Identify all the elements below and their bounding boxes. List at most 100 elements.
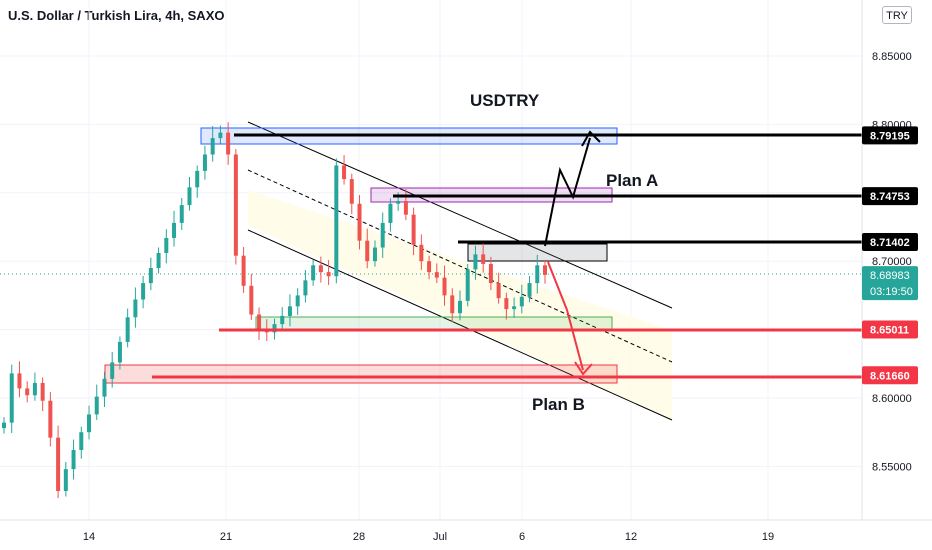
time-tick-label: 6: [519, 531, 525, 543]
candle-body: [56, 437, 61, 492]
candle-body: [17, 373, 22, 389]
symbol-title: U.S. Dollar / Turkish Lira, 4h, SAXO: [8, 8, 225, 23]
candle-body: [535, 265, 540, 284]
candle-body: [450, 295, 455, 314]
price-tick-label: 8.55000: [872, 461, 912, 473]
candle-body: [172, 222, 177, 238]
candle-body: [110, 362, 115, 379]
candle-body: [79, 432, 84, 450]
candle-body: [202, 154, 207, 171]
level-price-tag: [862, 126, 918, 145]
countdown-label: 03:19:50: [870, 286, 913, 298]
candle-body: [295, 295, 300, 307]
candle-body: [326, 272, 331, 277]
candle-body: [249, 285, 254, 315]
candle-body: [179, 205, 184, 223]
level-price-label: 8.71402: [870, 237, 910, 249]
candle-body: [164, 237, 169, 253]
candle-body: [427, 261, 432, 273]
plan-a-label: Plan A: [606, 171, 658, 190]
candle-body: [388, 203, 393, 223]
price-tick-label: 8.70000: [872, 256, 912, 268]
level-price-label: 8.79195: [870, 130, 910, 142]
candle-body: [303, 280, 308, 296]
current-price-tag: [862, 266, 918, 301]
candle-body: [311, 265, 316, 281]
candle-body: [133, 299, 138, 318]
candle-body: [233, 154, 238, 256]
candle-body: [25, 388, 30, 396]
candle-body: [473, 254, 478, 270]
candle-body: [241, 255, 246, 286]
level-price-tag: [862, 233, 918, 252]
candle-body: [40, 382, 45, 401]
candle-body: [504, 298, 509, 310]
candle-body: [63, 469, 68, 492]
candle-body: [457, 300, 462, 314]
candle-body: [419, 244, 424, 262]
current-price-label: 8.68983: [870, 270, 910, 282]
candle-body: [543, 265, 547, 275]
price-tick-label: 8.85000: [872, 51, 912, 63]
candle-body: [411, 214, 416, 245]
candle-body: [380, 222, 385, 248]
candle-body: [357, 203, 362, 241]
chart-title: USDTRY: [470, 91, 540, 110]
price-scale: 8.850008.800008.750008.700008.650008.600…: [872, 51, 912, 473]
candle-body: [280, 315, 285, 325]
candle-body: [372, 247, 377, 262]
support-zone: [255, 316, 613, 330]
candle-body: [334, 165, 339, 277]
level-labels: 8.79195 8.74753 8.71402 8.65011 8.61660 8.689…: [862, 126, 918, 385]
candle-body: [434, 272, 439, 278]
candle-body: [488, 263, 493, 284]
candle-body: [342, 165, 347, 180]
candle-body: [318, 265, 323, 273]
plan-a-arrowhead: [581, 130, 601, 147]
candle-body: [257, 314, 262, 330]
candle-body: [195, 170, 200, 188]
level-price-tag: [862, 366, 918, 385]
candle-body: [148, 268, 153, 284]
level-price-tag: [862, 187, 918, 206]
candle-body: [187, 187, 192, 206]
candle-body: [272, 324, 277, 333]
candle-body: [481, 254, 486, 264]
candle-body: [71, 449, 76, 470]
candle-body: [87, 414, 92, 433]
candle-body: [9, 373, 14, 423]
plan-b-arrowhead: [574, 361, 593, 376]
candle-body: [125, 317, 130, 342]
time-tick-label: 28: [353, 531, 365, 543]
time-tick-label: 19: [762, 531, 774, 543]
time-scale: 14 21 28 Jul 6 12 19: [83, 531, 774, 543]
time-tick-label: 14: [83, 531, 95, 543]
candle-body: [210, 138, 215, 155]
candle-body: [141, 283, 146, 300]
time-tick-label: Jul: [433, 531, 447, 543]
demand-zone: [104, 364, 618, 384]
plan-b-label: Plan B: [532, 395, 585, 414]
level-price-label: 8.65011: [870, 324, 909, 336]
candle-body: [442, 277, 447, 296]
channel-lower-line: [247, 229, 673, 421]
candle-body: [527, 283, 532, 297]
plan-a-path: [544, 137, 591, 247]
candle-body: [396, 201, 401, 204]
level-price-tag: [862, 320, 918, 339]
candle-body: [48, 400, 53, 438]
candle-body: [102, 378, 107, 397]
candle-body: [287, 306, 292, 316]
level-price-label: 8.61660: [870, 370, 910, 382]
candle-body: [365, 240, 370, 262]
price-tick-label: 8.60000: [872, 393, 912, 405]
candle-body: [349, 179, 354, 204]
candle-body: [94, 396, 99, 415]
candle-body: [465, 269, 470, 301]
candles: [2, 122, 547, 499]
currency-badge[interactable]: TRY: [882, 6, 912, 24]
candle-body: [117, 341, 122, 363]
time-tick-label: 12: [625, 531, 637, 543]
candle-body: [226, 132, 231, 155]
plan-b-path: [547, 261, 584, 371]
